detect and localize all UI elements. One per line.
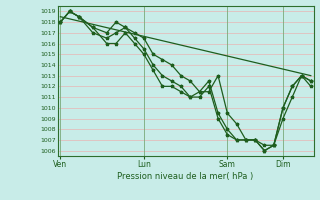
- X-axis label: Pression niveau de la mer( hPa ): Pression niveau de la mer( hPa ): [117, 172, 254, 181]
